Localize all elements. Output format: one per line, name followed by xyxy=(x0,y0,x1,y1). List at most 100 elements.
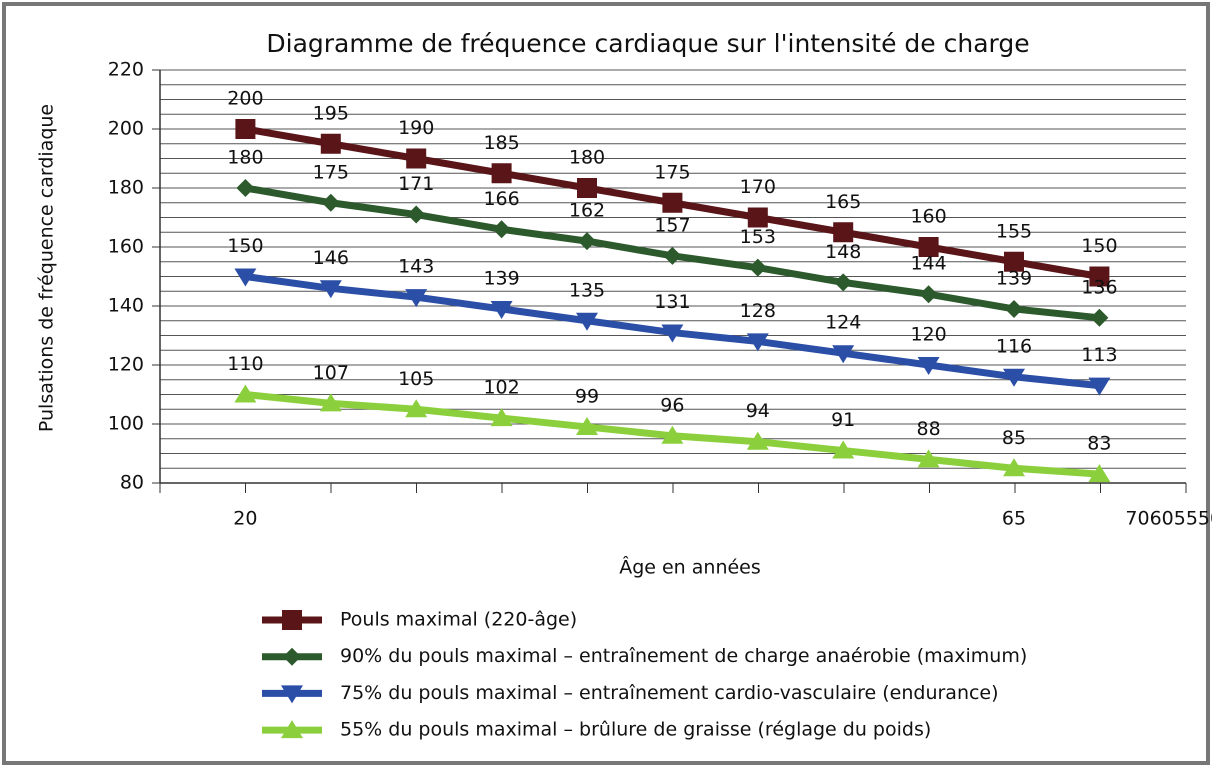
data-label: 146 xyxy=(313,247,349,269)
legend-label: 75% du pouls maximal – entraînement card… xyxy=(340,682,999,704)
data-label: 150 xyxy=(227,235,263,257)
point xyxy=(321,193,340,212)
y-tick-label: 200 xyxy=(108,118,144,140)
point xyxy=(746,333,769,352)
point xyxy=(578,232,596,251)
data-label: 135 xyxy=(569,279,605,301)
point xyxy=(832,345,855,364)
point xyxy=(234,268,257,287)
chart-title: Diagramme de fréquence cardiaque sur l'i… xyxy=(266,29,1029,58)
data-label: 150 xyxy=(1081,235,1117,257)
point xyxy=(1003,458,1025,477)
point xyxy=(236,179,255,197)
point xyxy=(319,280,342,299)
point xyxy=(1004,251,1024,272)
data-label: 157 xyxy=(654,214,690,236)
data-label: 175 xyxy=(313,161,349,183)
point xyxy=(1090,308,1109,327)
point xyxy=(748,258,767,277)
point xyxy=(661,425,684,444)
point xyxy=(490,300,513,319)
point xyxy=(282,610,302,630)
legend-label: 90% du pouls maximal – entraînement de c… xyxy=(340,645,1027,667)
data-label: 155 xyxy=(996,220,1032,242)
x-tick-label: 20 xyxy=(233,508,257,530)
point xyxy=(492,220,511,239)
data-label: 175 xyxy=(654,161,690,183)
data-label: 124 xyxy=(825,312,861,334)
point xyxy=(1088,377,1111,396)
x-tick-label: 65 xyxy=(1002,508,1026,530)
data-label: 139 xyxy=(996,267,1032,289)
data-label: 148 xyxy=(825,241,861,263)
point xyxy=(918,237,939,257)
data-label: 160 xyxy=(910,206,946,228)
point xyxy=(405,289,428,308)
data-label: 144 xyxy=(910,253,946,275)
point xyxy=(1003,368,1025,387)
data-label: 96 xyxy=(660,394,684,416)
point xyxy=(747,207,768,228)
data-label: 165 xyxy=(825,191,861,213)
point xyxy=(833,222,854,243)
x-axis-label: Âge en années xyxy=(619,556,761,579)
point xyxy=(234,384,257,403)
data-label: 139 xyxy=(483,267,519,289)
data-label: 185 xyxy=(483,132,519,154)
data-label: 200 xyxy=(227,88,263,110)
point xyxy=(661,324,684,343)
point xyxy=(490,408,513,427)
data-label: 190 xyxy=(398,117,434,139)
y-tick-label: 160 xyxy=(108,236,144,258)
point xyxy=(281,720,303,739)
data-label: 171 xyxy=(398,173,434,195)
data-label: 136 xyxy=(1081,276,1117,298)
y-tick-label: 120 xyxy=(108,354,144,376)
data-label: 102 xyxy=(483,377,519,399)
legend-label: 55% du pouls maximal – brûlure de graiss… xyxy=(340,719,931,741)
point xyxy=(320,133,341,154)
point xyxy=(576,312,598,331)
point xyxy=(491,163,512,184)
point xyxy=(917,449,940,468)
data-label: 116 xyxy=(996,335,1032,357)
legend-label: Pouls maximal (220-âge) xyxy=(340,609,577,631)
y-tick-label: 180 xyxy=(108,177,144,199)
y-tick-label: 220 xyxy=(108,59,144,81)
data-label: 180 xyxy=(227,147,263,169)
y-tick-label: 100 xyxy=(108,413,144,435)
point xyxy=(319,393,342,412)
data-label: 91 xyxy=(831,409,855,431)
data-label: 105 xyxy=(398,368,434,390)
point xyxy=(834,273,853,292)
data-label: 107 xyxy=(313,362,349,384)
point xyxy=(235,119,256,139)
data-label: 120 xyxy=(910,324,946,346)
point xyxy=(283,647,301,666)
point xyxy=(576,416,598,435)
point xyxy=(281,685,303,704)
x-annotation: 706055504540 xyxy=(1125,508,1212,530)
point xyxy=(405,399,428,418)
y-tick-label: 140 xyxy=(108,295,144,317)
point xyxy=(919,285,938,304)
data-label: 88 xyxy=(917,418,941,440)
data-label: 166 xyxy=(483,188,519,210)
data-label: 143 xyxy=(398,256,434,278)
data-label: 83 xyxy=(1087,433,1111,455)
point xyxy=(662,192,683,213)
data-label: 195 xyxy=(313,102,349,124)
point xyxy=(407,205,426,224)
y-axis-label: Pulsations de fréquence cardiaque xyxy=(36,104,58,432)
data-label: 113 xyxy=(1081,344,1117,366)
data-label: 110 xyxy=(227,353,263,375)
point xyxy=(832,440,855,459)
point xyxy=(1005,299,1023,318)
data-label: 162 xyxy=(569,200,605,222)
point xyxy=(917,357,940,375)
point xyxy=(406,148,427,169)
point xyxy=(746,431,769,450)
point xyxy=(1089,266,1110,287)
